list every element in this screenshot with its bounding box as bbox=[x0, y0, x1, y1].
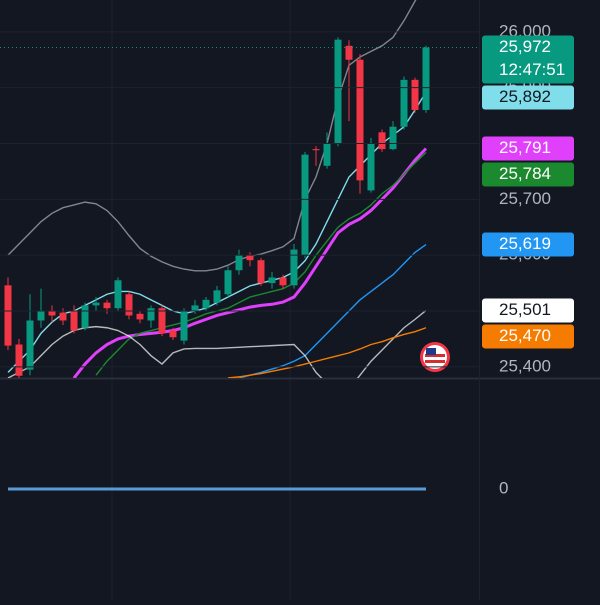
candle-body bbox=[411, 79, 419, 110]
candle-body bbox=[180, 310, 188, 341]
price-tag-label: 25,619 bbox=[499, 234, 551, 253]
indicator-line bbox=[7, 0, 417, 272]
y-tick-label: 25,400 bbox=[499, 356, 551, 375]
price-tag bbox=[482, 162, 574, 187]
price-tag bbox=[482, 232, 574, 257]
indicator-line bbox=[227, 327, 427, 378]
flag-icon bbox=[420, 342, 450, 372]
candle-body bbox=[301, 154, 309, 256]
price-tag bbox=[482, 136, 574, 161]
price-tag bbox=[482, 298, 574, 323]
indicator-line bbox=[7, 309, 427, 378]
candle-body bbox=[422, 47, 430, 110]
price-tag-label: 25,892 bbox=[499, 87, 551, 106]
price-tag bbox=[482, 324, 574, 349]
main-pane bbox=[4, 0, 430, 378]
price-tag-label: 25,784 bbox=[499, 164, 551, 183]
candle-body bbox=[378, 132, 386, 150]
candle-body bbox=[136, 313, 144, 320]
candle-body bbox=[92, 302, 100, 306]
price-tag bbox=[482, 35, 574, 84]
candle-body bbox=[26, 320, 34, 370]
candle-body bbox=[169, 330, 177, 338]
y-tick-label: 25,700 bbox=[499, 189, 551, 208]
candle-body bbox=[356, 59, 364, 181]
candle-body bbox=[191, 305, 199, 311]
candle-body bbox=[59, 312, 67, 321]
candle-body bbox=[103, 302, 111, 309]
candle-body bbox=[290, 249, 298, 286]
candle-body bbox=[279, 277, 287, 286]
candle-body bbox=[367, 143, 375, 191]
candle-body bbox=[246, 255, 254, 261]
price-tag-label: 25,791 bbox=[499, 138, 551, 157]
price-tag-label: 25,501 bbox=[499, 300, 551, 319]
candle-body bbox=[4, 285, 12, 346]
candle-body bbox=[389, 126, 397, 150]
candle-body bbox=[268, 277, 276, 284]
candle-body bbox=[202, 299, 210, 309]
indicator-line bbox=[95, 151, 427, 376]
candle-body bbox=[81, 305, 89, 328]
indicator-line bbox=[72, 147, 428, 378]
candle-body bbox=[235, 255, 243, 271]
price-tag-label: 25,972 bbox=[499, 37, 551, 56]
price-tag-label: 25,470 bbox=[499, 326, 551, 345]
candle-body bbox=[37, 310, 45, 321]
candle-body bbox=[400, 79, 408, 127]
candle-body bbox=[224, 270, 232, 295]
candle-body bbox=[334, 39, 342, 144]
candle-body bbox=[125, 294, 133, 316]
candle-body bbox=[70, 310, 78, 331]
candle-body bbox=[213, 290, 221, 303]
price-tag bbox=[482, 85, 574, 110]
y-tick-label: 0 bbox=[499, 478, 508, 497]
candle-body bbox=[158, 308, 166, 334]
candle-body bbox=[345, 45, 353, 60]
candle-body bbox=[323, 143, 331, 166]
candle-body bbox=[48, 310, 56, 316]
countdown-label: 12:47:51 bbox=[499, 60, 565, 79]
indicator-line bbox=[238, 243, 427, 378]
candle-body bbox=[147, 308, 155, 321]
candle-body bbox=[312, 149, 320, 151]
candle-body bbox=[257, 260, 265, 284]
candle-body bbox=[114, 280, 122, 309]
candle-body bbox=[15, 344, 23, 376]
